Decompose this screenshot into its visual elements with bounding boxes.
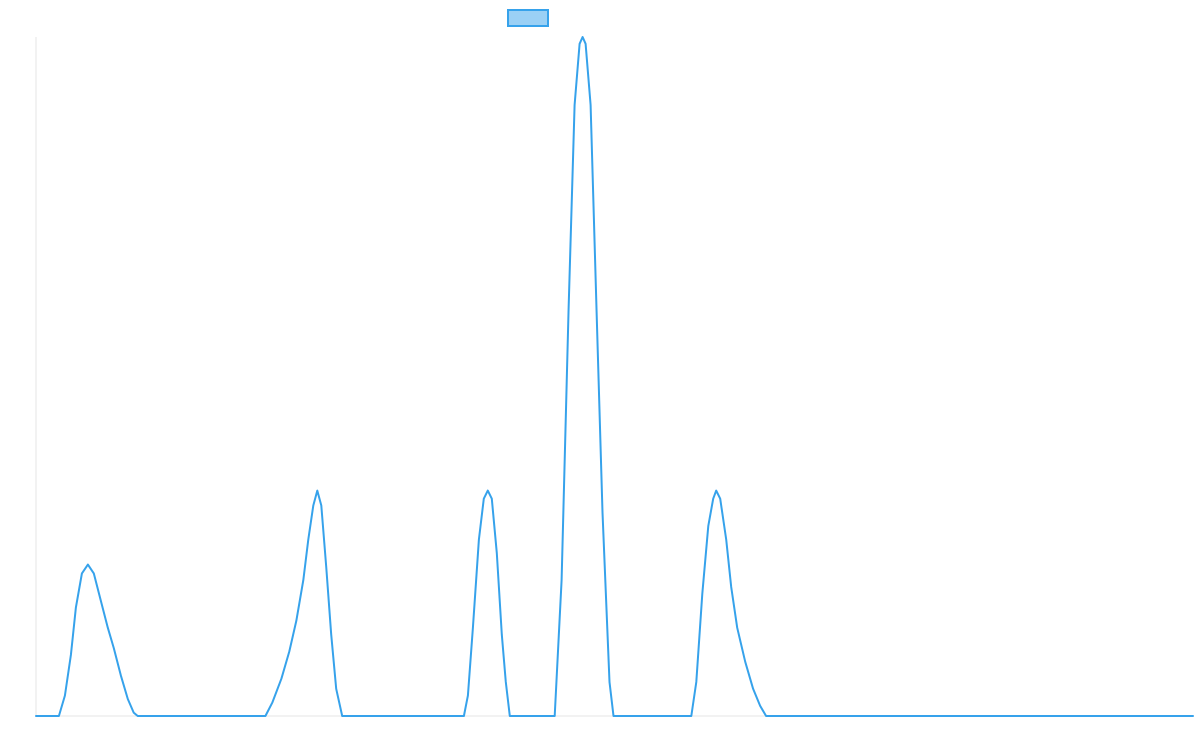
axes (35, 37, 1193, 717)
series-layer (35, 36, 1194, 717)
series-line-0 (35, 36, 1194, 717)
legend-swatch-0[interactable] (507, 9, 549, 27)
legend (507, 9, 549, 27)
